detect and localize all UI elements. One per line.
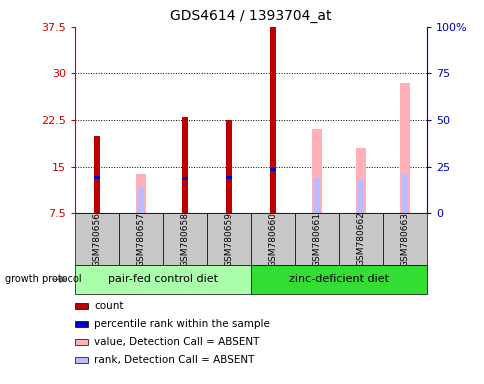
Bar [251,213,294,265]
Bar [138,188,144,213]
Bar [182,117,188,213]
Title: GDS4614 / 1393704_at: GDS4614 / 1393704_at [170,9,331,23]
Bar [401,174,407,213]
Bar [75,321,88,327]
Bar [314,178,319,213]
Text: GSM780659: GSM780659 [224,212,233,266]
Bar [163,213,207,265]
Bar [119,213,163,265]
Text: pair-fed control diet: pair-fed control diet [108,274,218,285]
Bar [182,177,188,180]
Bar [399,83,409,213]
Bar [294,213,338,265]
Bar [207,213,251,265]
Text: value, Detection Call = ABSENT: value, Detection Call = ABSENT [94,337,259,347]
Text: zinc-deficient diet: zinc-deficient diet [288,274,388,285]
Bar [311,129,321,213]
Text: GSM780656: GSM780656 [92,212,102,266]
Text: GSM780660: GSM780660 [268,212,277,266]
Bar [75,357,88,363]
Bar [94,176,100,179]
Bar [269,27,276,213]
Text: GSM780662: GSM780662 [356,212,364,266]
Text: GSM780663: GSM780663 [399,212,408,266]
Bar [225,176,232,179]
Text: rank, Detection Call = ABSENT: rank, Detection Call = ABSENT [94,355,254,365]
Text: GSM780661: GSM780661 [312,212,321,266]
Text: growth protocol: growth protocol [5,274,81,285]
Bar [75,339,88,345]
Bar [382,213,426,265]
Bar [225,120,232,213]
Bar [357,180,363,213]
Text: GSM780657: GSM780657 [136,212,145,266]
Bar [251,265,426,294]
Bar [75,303,88,310]
Text: percentile rank within the sample: percentile rank within the sample [94,319,270,329]
Bar [355,148,365,213]
Bar [136,174,146,213]
Bar [94,136,100,213]
Bar [338,213,382,265]
Text: GSM780658: GSM780658 [180,212,189,266]
Bar [269,168,276,171]
Bar [75,213,119,265]
Bar [75,265,251,294]
Text: count: count [94,301,123,311]
